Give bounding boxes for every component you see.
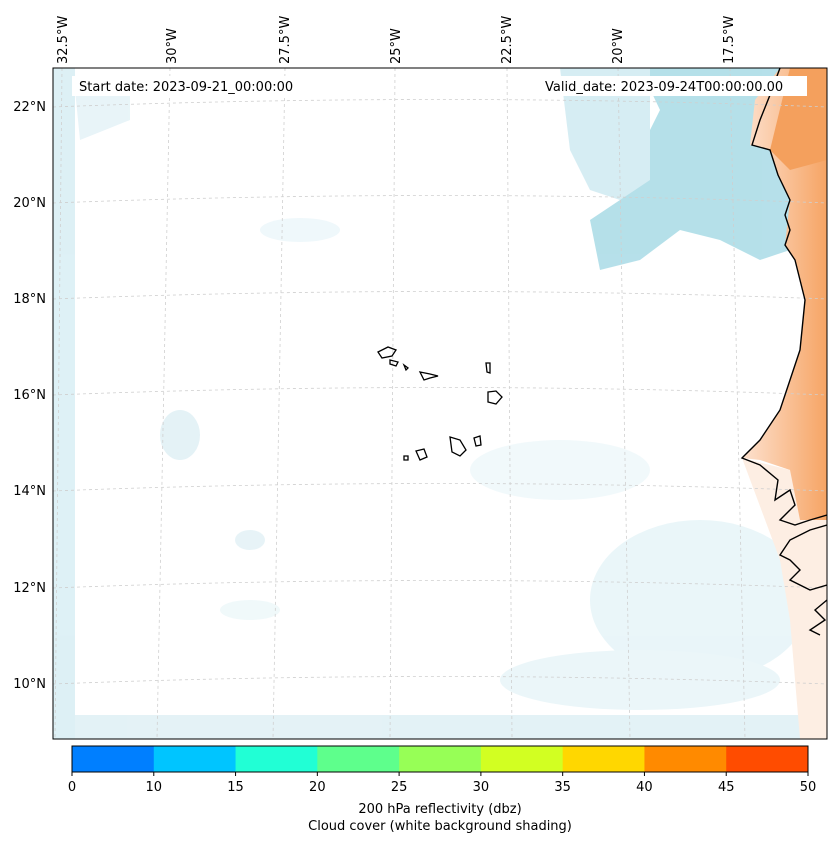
colorbar-border	[71, 745, 809, 773]
colorbar-segment	[235, 746, 318, 772]
africa-south-shading	[742, 458, 827, 739]
colorbar-tick-label: 40	[636, 780, 653, 795]
longitude-labels: 32.5°W 30°W 27.5°W 25°W 22.5°W 20°W 17.5…	[56, 16, 737, 64]
colorbar-segment	[726, 746, 809, 772]
lat-label: 16°N	[13, 388, 46, 403]
colorbar-segment	[644, 746, 727, 772]
map-content	[53, 68, 827, 739]
colorbar-segment	[480, 746, 564, 772]
cloud-cover-shading	[53, 68, 810, 739]
lon-label: 27.5°W	[278, 16, 293, 64]
cape-verde-islands	[377, 346, 503, 461]
map-frame	[52, 67, 828, 740]
colorbar-segment	[562, 746, 645, 772]
lat-label: 12°N	[13, 581, 46, 596]
colorbar-segment	[72, 746, 155, 772]
colorbar-tick-label: 35	[554, 780, 571, 795]
colorbar-tick-label: 10	[146, 780, 163, 795]
lat-label: 18°N	[13, 292, 46, 307]
lon-label: 20°W	[611, 28, 626, 64]
start-date-label: Start date: 2023-09-21_00:00:00	[79, 80, 293, 95]
lon-label: 32.5°W	[56, 16, 71, 64]
start-date-box	[72, 76, 312, 96]
colorbar-tick-label: 30	[473, 780, 490, 795]
lon-label: 30°W	[165, 28, 180, 64]
colorbar: 0 10 15 20 25 30 35 40 45 50	[68, 745, 817, 795]
lon-label: 25°W	[389, 28, 404, 64]
colorbar-segment	[153, 746, 237, 772]
valid-date-label: Valid_date: 2023-09-24T00:00:00.00	[545, 80, 783, 95]
colorbar-tick-label: 20	[309, 780, 326, 795]
colorbar-tick-label: 50	[800, 780, 817, 795]
colorbar-tick-label: 25	[391, 780, 408, 795]
colorbar-tick-label: 45	[718, 780, 735, 795]
lat-label: 14°N	[13, 484, 46, 499]
colorbar-tick-label: 0	[68, 780, 76, 795]
colorbar-subtitle: Cloud cover (white background shading)	[308, 819, 572, 834]
lon-label: 22.5°W	[500, 16, 515, 64]
lat-label: 22°N	[13, 100, 46, 115]
colorbar-segment	[317, 746, 400, 772]
latitude-labels: 22°N 20°N 18°N 16°N 14°N 12°N 10°N	[13, 100, 46, 692]
graticule	[53, 68, 827, 739]
colorbar-tick-label: 15	[227, 780, 244, 795]
colorbar-segment	[399, 746, 482, 772]
valid-date-box	[538, 76, 807, 96]
lat-label: 20°N	[13, 196, 46, 211]
lon-label: 17.5°W	[722, 16, 737, 64]
lat-label: 10°N	[13, 677, 46, 692]
africa-coastline	[740, 68, 827, 636]
colorbar-title: 200 hPa reflectivity (dbz)	[358, 802, 521, 817]
